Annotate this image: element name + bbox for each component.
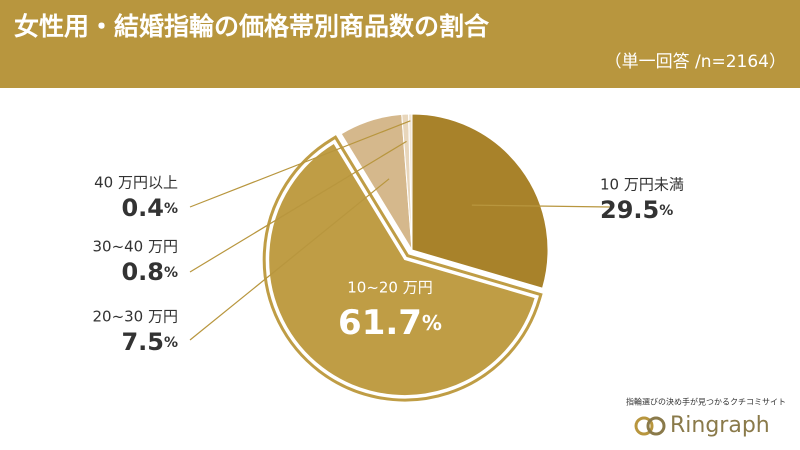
value-unit: %	[164, 335, 178, 351]
category-label: 10~20 万円	[347, 279, 433, 297]
value-unit: %	[659, 203, 673, 219]
pie-slice	[268, 142, 536, 397]
logo-tagline: 指輪選びの決め手が見つかるクチコミサイト	[626, 397, 786, 407]
value-label: 0.8%	[121, 258, 178, 286]
header-band	[0, 0, 800, 88]
chart-title: 女性用・結婚指輪の価格帯別商品数の割合	[14, 12, 490, 41]
value-number: 0.4	[121, 194, 164, 222]
value-number: 7.5	[121, 328, 164, 356]
value-number: 0.8	[121, 258, 164, 286]
leader-line	[189, 120, 411, 208]
value-unit: %	[422, 311, 442, 335]
category-label: 10 万円未満	[600, 176, 684, 194]
value-label: 29.5%	[600, 196, 673, 224]
value-label: 0.4%	[121, 194, 178, 222]
category-label: 40 万円以上	[94, 174, 178, 192]
category-label: 30~40 万円	[92, 238, 178, 256]
logo-icon	[634, 416, 666, 436]
leader-line	[189, 140, 407, 273]
leader-line	[189, 178, 390, 341]
value-label: 7.5%	[121, 328, 178, 356]
category-label: 20~30 万円	[92, 308, 178, 326]
pie-slice	[408, 113, 413, 251]
value-number: 61.7	[338, 303, 422, 343]
value-number: 29.5	[600, 196, 659, 224]
value-unit: %	[164, 201, 178, 217]
pie-slice	[411, 113, 549, 289]
leader-line	[471, 204, 611, 208]
chart-subtitle: （単一回答 /n=2164）	[605, 52, 786, 72]
logo-name: Ringraph	[670, 413, 770, 438]
value-label: 61.7%	[338, 303, 442, 343]
value-unit: %	[164, 265, 178, 281]
